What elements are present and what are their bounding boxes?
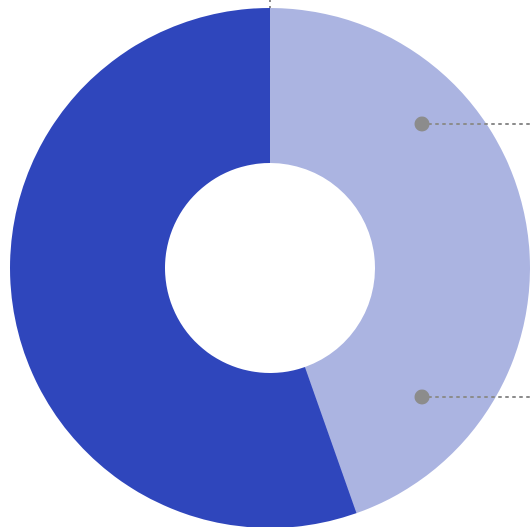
- donut-slice-1[interactable]: [270, 8, 530, 514]
- donut-slice-2[interactable]: [10, 8, 357, 527]
- callout-dot-2: [414, 389, 430, 405]
- callout-dot-1: [414, 116, 430, 132]
